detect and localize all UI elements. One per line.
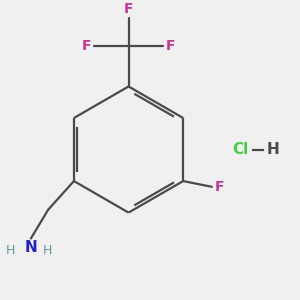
Text: F: F [124, 2, 133, 16]
Text: F: F [82, 39, 91, 53]
Text: F: F [215, 180, 224, 194]
Text: Cl: Cl [232, 142, 248, 157]
Text: H: H [266, 142, 279, 157]
Text: H: H [42, 244, 52, 256]
Text: N: N [25, 240, 37, 255]
Text: F: F [166, 39, 175, 53]
Text: H: H [6, 244, 15, 256]
